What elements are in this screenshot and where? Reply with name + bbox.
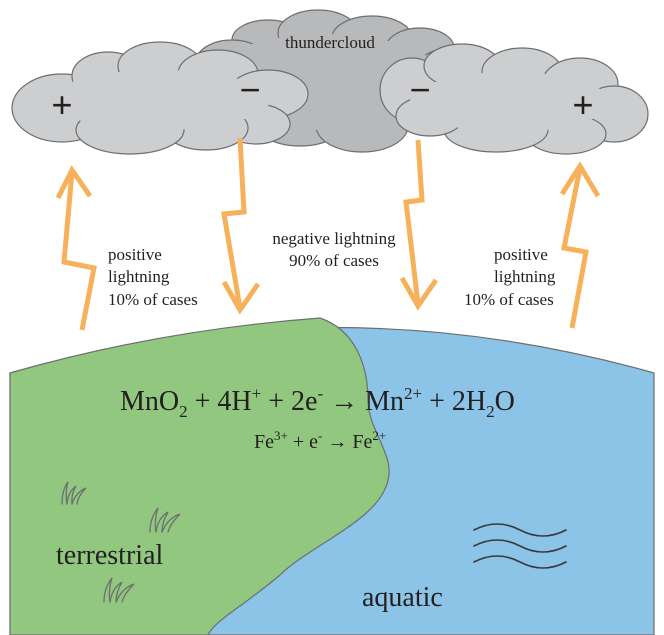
cloud-right-lobe [379,43,649,155]
mn-e-sup: - [317,384,323,403]
bolt-center-right-down [399,139,439,311]
mn-h-sub: 2 [486,402,495,421]
charge-positive-right: + [572,84,593,125]
bolt-left-up [55,165,97,331]
charge-negative-center-right: − [409,69,430,110]
label-positive-right: positive lightning 10% of cases [464,245,556,309]
fe-arrow: → [322,431,352,453]
bolt-center-left-down [221,137,261,315]
fe-fe2: Fe [352,431,372,453]
mn-arrow: → [323,386,365,417]
mn-plus-h2: + 2H [422,386,486,417]
charge-positive-left: + [51,84,72,125]
aquatic-label: aquatic [362,582,443,613]
label-positive-left-line2: lightning [108,267,170,286]
mn-h-sup: + [252,384,262,403]
label-positive-right-line1: positive [494,245,548,264]
land-region [9,317,390,635]
grass-icon [61,481,181,603]
mn-o: O [495,386,515,417]
earth [9,317,655,635]
label-negative-line2: 90% of cases [289,251,379,270]
mn-mn: Mn [365,386,404,417]
mn-mn-sup: 2+ [404,384,422,403]
mn-plus-e: + 2e [261,386,317,417]
terrestrial-label: terrestrial [56,540,163,571]
grass-icon-2 [149,507,181,533]
reaction-iron: Fe3+ + e- → Fe2+ [254,428,386,453]
mn-plus-h: + 4H [188,386,252,417]
label-negative-line1: negative lightning [272,229,396,248]
fe-e-sup: - [318,428,322,443]
grass-icon-1 [61,481,87,505]
label-positive-right-line3: 10% of cases [464,290,554,309]
fe-plus-e: + e [288,431,318,453]
mn-mno: MnO [120,386,179,417]
cloud-left-lobe [11,41,309,155]
grass-icon-3 [103,577,135,603]
bolt-right-up [559,161,601,329]
mn-o-sub: 2 [179,402,188,421]
thundercloud-label: thundercloud [285,33,375,52]
fe-fe2-sup: 2+ [372,428,386,443]
thundercloud: thundercloud + − − + [11,9,649,155]
fe-fe1-sup: 3+ [274,428,288,443]
lightning-bolts [55,137,601,331]
label-positive-right-line2: lightning [494,267,556,286]
label-positive-left-line1: positive [108,245,162,264]
water-waves-icon [473,523,567,569]
label-negative-center: negative lightning 90% of cases [272,229,396,270]
label-positive-left: positive lightning 10% of cases [108,245,198,309]
fe-fe1: Fe [254,431,274,453]
charge-negative-center-left: − [239,69,260,110]
label-positive-left-line3: 10% of cases [108,290,198,309]
reaction-manganese: MnO2 + 4H+ + 2e- → Mn2+ + 2H2O [120,384,515,421]
